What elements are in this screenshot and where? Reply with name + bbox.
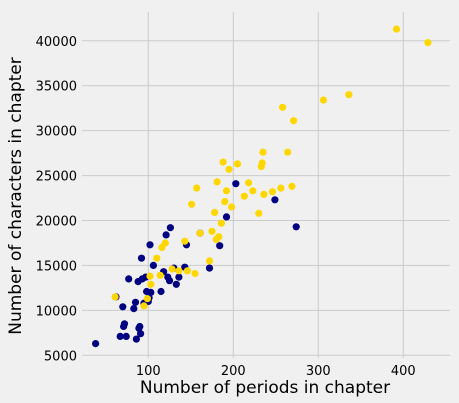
y-tick-label: 30000 bbox=[36, 125, 77, 140]
data-point bbox=[196, 229, 204, 237]
data-point bbox=[245, 179, 253, 187]
data-point bbox=[136, 322, 144, 331]
x-tick-label: 100 bbox=[136, 364, 161, 379]
data-point bbox=[165, 277, 174, 285]
data-point bbox=[193, 184, 201, 192]
data-point bbox=[392, 25, 401, 33]
data-point bbox=[319, 96, 327, 104]
x-tick-label: 300 bbox=[306, 364, 331, 379]
data-point bbox=[146, 272, 154, 280]
data-point bbox=[205, 257, 214, 265]
data-point bbox=[219, 158, 227, 166]
data-point bbox=[183, 267, 191, 275]
y-tick-label: 20000 bbox=[36, 214, 77, 229]
data-point bbox=[147, 280, 155, 288]
y-tick-label: 15000 bbox=[36, 259, 77, 274]
data-point bbox=[232, 180, 240, 188]
x-tick-labels: 100 200 300 400 bbox=[136, 364, 416, 379]
data-point bbox=[288, 182, 296, 190]
y-tick-label: 10000 bbox=[36, 304, 77, 319]
data-point bbox=[168, 265, 176, 273]
data-point bbox=[120, 320, 129, 328]
data-point bbox=[233, 160, 242, 168]
y-tick-label: 40000 bbox=[36, 35, 77, 50]
data-point bbox=[147, 288, 155, 296]
data-point bbox=[255, 209, 263, 217]
data-point bbox=[162, 231, 170, 239]
grid bbox=[82, 12, 450, 358]
data-point bbox=[130, 305, 138, 313]
data-point bbox=[240, 192, 248, 200]
data-point bbox=[156, 271, 164, 279]
data-point bbox=[111, 293, 119, 301]
y-tick-labels: 5000 10000 15000 20000 25000 30000 35000 40000 bbox=[36, 35, 77, 365]
y-tick-label: 5000 bbox=[44, 349, 77, 364]
data-point bbox=[217, 219, 225, 227]
y-axis-label: Number of characters in chapter bbox=[6, 57, 26, 335]
data-point bbox=[205, 264, 214, 272]
data-point bbox=[119, 303, 127, 311]
data-point bbox=[208, 227, 216, 235]
y-tick-label: 35000 bbox=[36, 80, 77, 95]
data-point bbox=[228, 203, 236, 211]
data-point bbox=[268, 188, 276, 196]
data-point bbox=[153, 254, 161, 262]
x-tick-label: 400 bbox=[391, 364, 416, 379]
data-point bbox=[161, 239, 169, 247]
data-point bbox=[259, 148, 267, 156]
data-point bbox=[290, 117, 298, 125]
data-point bbox=[125, 275, 133, 283]
data-point bbox=[279, 103, 287, 111]
data-point bbox=[292, 223, 300, 231]
data-point bbox=[140, 302, 148, 310]
data-point bbox=[146, 241, 154, 249]
data-point bbox=[157, 287, 165, 296]
data-point bbox=[166, 224, 174, 232]
data-point bbox=[225, 165, 233, 173]
y-tick-label: 25000 bbox=[36, 170, 77, 185]
data-point bbox=[213, 178, 221, 186]
data-point bbox=[116, 332, 124, 340]
data-point bbox=[92, 340, 100, 348]
data-point bbox=[175, 267, 183, 275]
data-point bbox=[271, 196, 279, 204]
x-tick-label: 200 bbox=[221, 364, 246, 379]
data-point bbox=[149, 261, 157, 269]
data-point bbox=[175, 273, 183, 281]
data-point bbox=[181, 237, 189, 245]
data-point bbox=[211, 208, 219, 216]
data-point bbox=[258, 159, 266, 167]
data-point bbox=[284, 148, 292, 156]
data-point bbox=[172, 280, 180, 288]
data-point bbox=[222, 187, 231, 195]
data-points bbox=[92, 25, 432, 348]
data-point bbox=[277, 184, 285, 192]
data-point bbox=[122, 332, 130, 340]
data-point bbox=[222, 213, 231, 221]
data-point bbox=[143, 295, 151, 303]
x-axis-label: Number of periods in chapter bbox=[140, 378, 390, 398]
data-point bbox=[137, 330, 145, 338]
data-point bbox=[260, 190, 268, 198]
data-point bbox=[424, 39, 432, 47]
data-point bbox=[345, 91, 353, 99]
data-point bbox=[216, 242, 224, 250]
data-point bbox=[188, 200, 196, 208]
data-point bbox=[132, 335, 140, 343]
data-point bbox=[191, 269, 199, 278]
data-point bbox=[137, 254, 146, 262]
data-point bbox=[221, 198, 229, 206]
data-point bbox=[249, 187, 257, 195]
data-point bbox=[131, 298, 140, 306]
data-point bbox=[215, 233, 223, 241]
